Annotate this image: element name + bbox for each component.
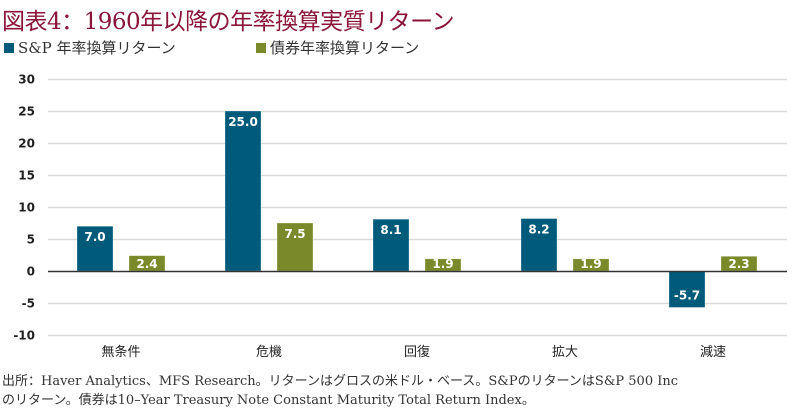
x-axis-category-labels: 無条件 危機 回復 拡大 減速 [101,344,726,360]
y-tick-label: 25 [18,105,35,119]
y-tick-label: -10 [13,329,35,343]
category-label: 回復 [404,344,430,360]
category-label: 危機 [256,345,282,360]
data-label-sp: 8.1 [380,223,401,237]
bar-sp [224,110,262,272]
bar-sp [668,270,706,308]
y-axis-tick-labels: 30 25 20 15 10 5 0 -5 -10 [13,73,35,343]
category-label: 拡大 [552,345,578,360]
y-tick-label: 10 [18,201,35,215]
legend-item-bond: 債券年率換算リターン [256,37,419,58]
gridlines [48,78,787,337]
data-label-sp: 7.0 [84,230,105,244]
y-tick-label: -5 [22,297,35,311]
y-tick-label: 20 [18,137,35,151]
data-label-bond: 1.9 [432,257,453,271]
legend-label-bond: 債券年率換算リターン [270,39,420,57]
chart-title: 図表4：1960年以降の年率換算実質リターン [2,9,455,35]
bar-sp [520,218,558,272]
category-label: 無条件 [101,344,140,360]
data-label-sp: 25.0 [228,115,258,129]
y-tick-label: 5 [27,233,35,247]
legend-swatch-bond [256,42,266,53]
bar-sp [372,218,410,272]
data-label-bond: 1.9 [580,257,601,271]
y-tick-label: 15 [18,169,35,183]
data-label-bond: 2.4 [136,257,157,271]
bar-bond [276,222,314,272]
data-label-sp: 8.2 [528,223,549,237]
data-label-bond: 2.3 [728,257,749,271]
bars [76,110,758,308]
data-label-bond: 7.5 [284,227,305,241]
category-label: 減速 [700,344,726,360]
legend-item-sp: S&P 年率換算リターン [4,37,176,58]
bar-sp [76,225,114,272]
y-tick-label: 0 [27,265,35,279]
footnote-line-1: 出所：Haver Analytics、MFS Research。リターンはグロス… [2,374,679,389]
legend-swatch-sp [4,42,14,53]
data-label-sp: -5.7 [674,288,700,302]
footnote-line-2: のリターン。債券は10–Year Treasury Note Constant … [2,393,535,408]
data-labels: 7.0 25.0 8.1 8.2 -5.7 2.4 7.5 1.9 1.9 2.3 [84,115,749,302]
y-tick-label: 30 [18,73,35,87]
footnote: 出所：Haver Analytics、MFS Research。リターンはグロス… [2,372,800,410]
legend-label-sp: S&P 年率換算リターン [18,39,176,57]
